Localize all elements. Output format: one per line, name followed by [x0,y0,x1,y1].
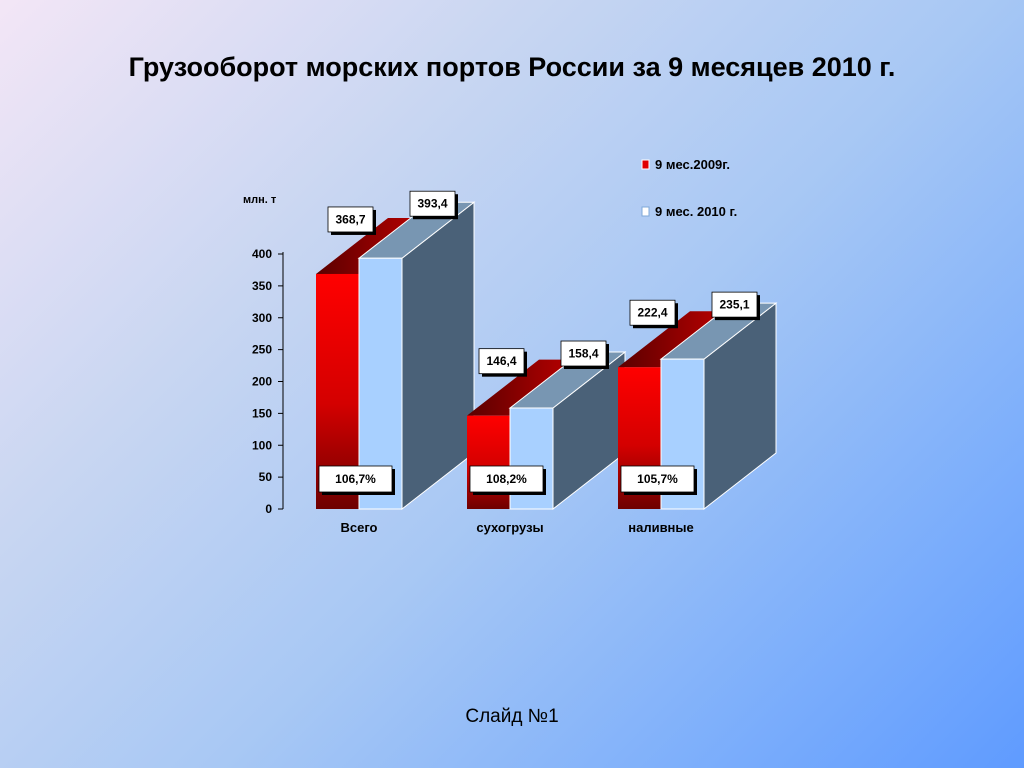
category-label: сухогрузы [476,520,543,535]
data-label-2010: 235,1 [711,291,760,321]
category-label: Всего [340,520,377,535]
data-label-2010: 393,4 [409,190,458,220]
data-label-2010-box [560,340,607,367]
growth-label-box [469,465,544,493]
growth-label: 106,7% [318,465,395,495]
y-tick-label: 400 [252,247,272,261]
growth-label: 108,2% [469,465,546,495]
growth-label-text: 105,7% [637,472,678,486]
growth-label-text: 106,7% [335,472,376,486]
slide-number: Слайд №1 [465,706,559,727]
y-tick-label: 300 [252,311,272,325]
data-label-2009-text: 368,7 [335,212,365,226]
data-label-2010-text: 158,4 [568,347,598,361]
data-label-2009-box [478,348,525,375]
bar-2009-top [467,359,582,416]
y-tick-label: 250 [252,343,272,357]
data-label-2010-box [409,190,456,217]
y-axis-unit-label: млн. т [243,194,277,206]
data-label-2009-box [327,206,374,233]
growth-label-box [620,465,695,493]
growth-label-text: 108,2% [486,472,527,486]
legend-swatch-2009 [641,159,650,170]
legend-swatch-2010 [641,206,650,217]
category-label: наливные [628,520,694,535]
data-label-2009: 222,4 [629,299,678,329]
data-label-2009: 146,4 [478,348,527,377]
y-tick-label: 200 [252,375,272,389]
data-label-2009: 368,7 [327,206,376,235]
data-label-2010-box [711,291,758,318]
legend-label-2009: 9 мес.2009г. [655,157,730,172]
data-label-2009-text: 146,4 [486,354,516,368]
y-tick-label: 100 [252,438,272,452]
data-label-2010-text: 393,4 [417,197,447,211]
data-label-2009-box [629,299,676,326]
page-title: Грузооборот морских портов России за 9 м… [128,52,896,82]
data-label-2009-text: 222,4 [637,306,667,320]
growth-label-box [318,465,393,493]
data-label-2010: 158,4 [560,340,609,370]
y-tick-label: 150 [252,406,272,420]
y-tick-label: 350 [252,279,272,293]
y-tick-label: 50 [259,470,273,484]
data-label-2010-text: 235,1 [719,298,749,312]
legend-label-2010: 9 мес. 2010 г. [655,204,737,219]
bar-2009 [467,415,510,509]
y-tick-label: 0 [265,502,272,516]
growth-label: 105,7% [620,465,697,495]
